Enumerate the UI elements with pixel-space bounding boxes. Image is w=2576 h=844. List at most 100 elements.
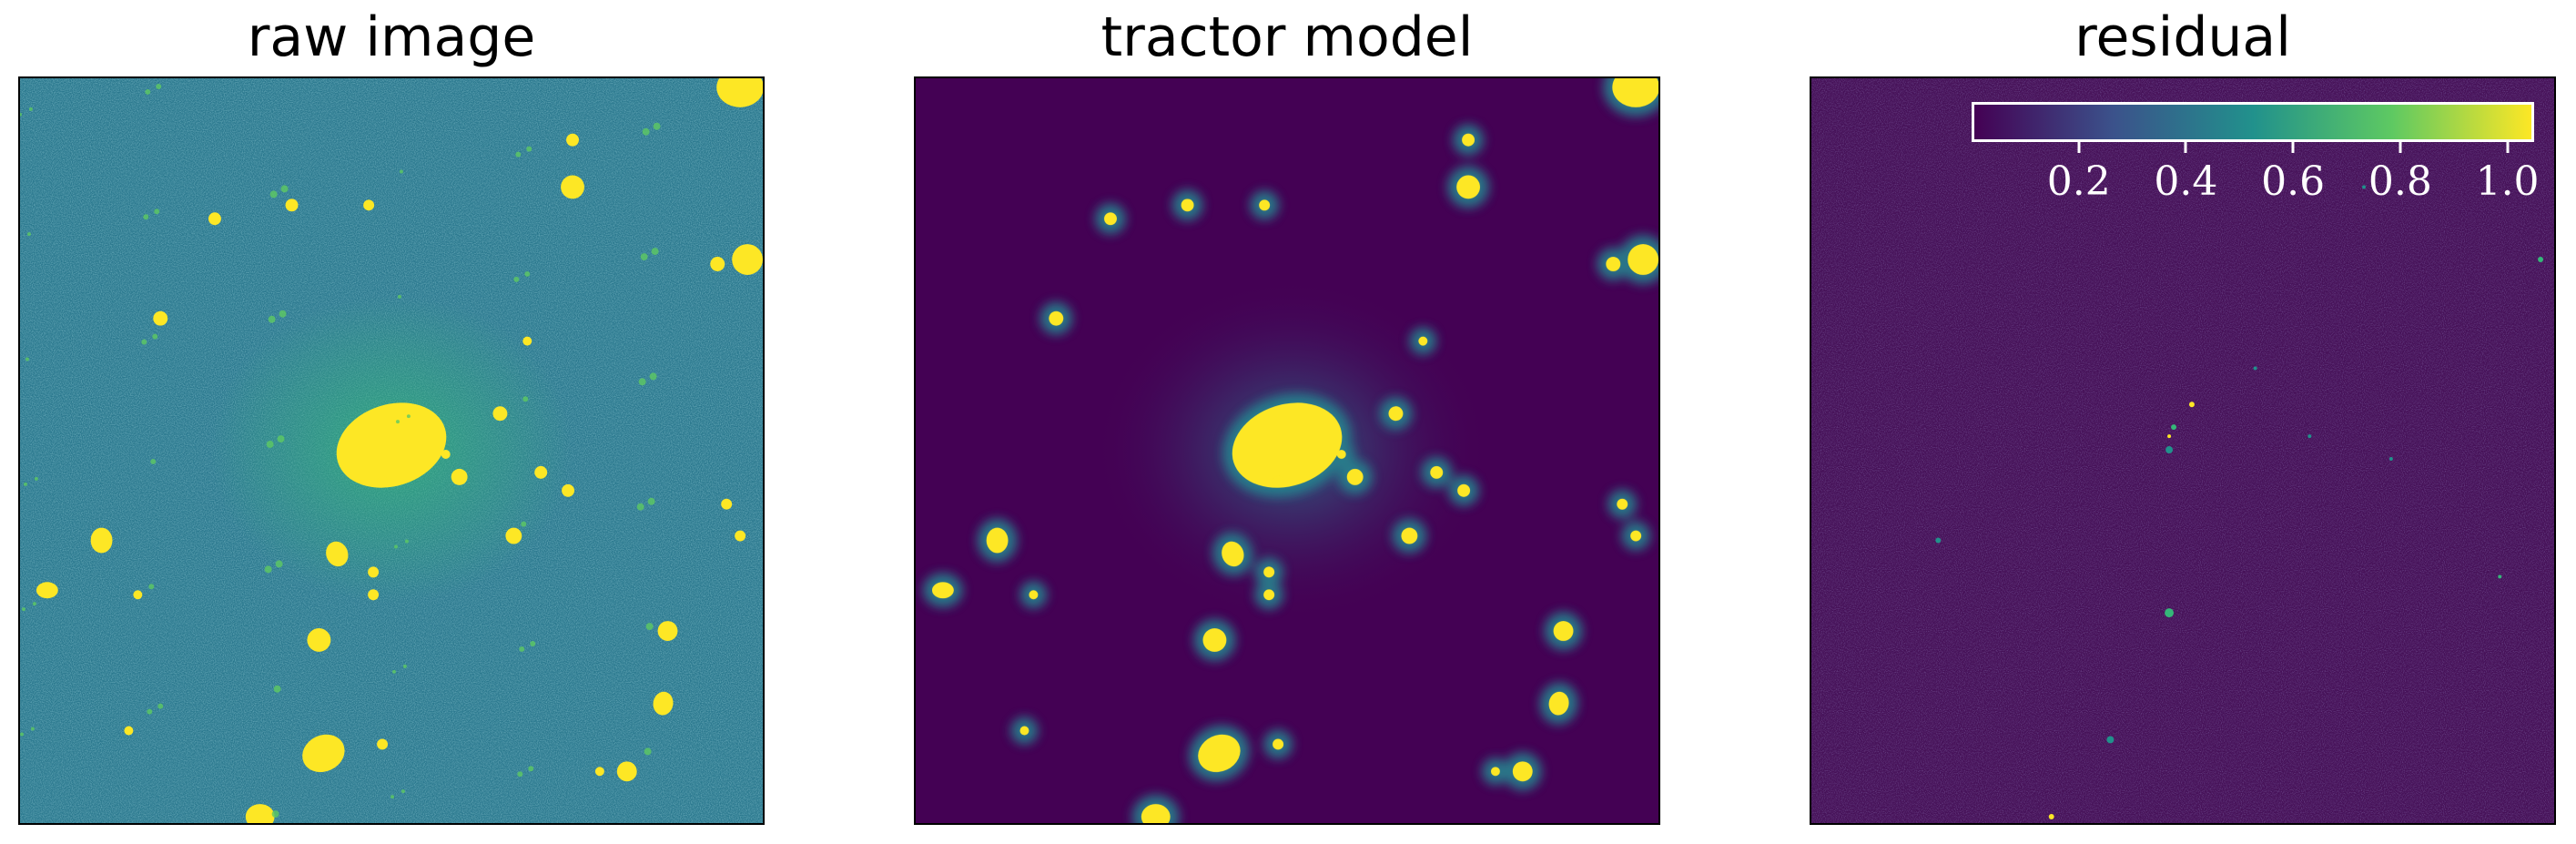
residual-speck: [2498, 575, 2502, 579]
model-source: [1612, 78, 1658, 107]
model-source: [1430, 465, 1444, 479]
raw-faint-source: [147, 708, 153, 715]
residual-speck: [2106, 736, 2115, 744]
model-source: [1418, 336, 1428, 346]
raw-source: [368, 566, 380, 578]
raw-source: [336, 402, 447, 488]
raw-source: [326, 541, 349, 567]
raw-faint-source: [397, 294, 401, 299]
raw-faint-source: [30, 727, 35, 731]
raw-faint-source: [521, 521, 527, 527]
residual-speck: [1935, 537, 1942, 544]
raw-faint-source: [522, 396, 529, 402]
model-source: [1198, 734, 1241, 773]
raw-source: [124, 726, 134, 736]
residual-speck: [2048, 814, 2054, 820]
raw-faint-source: [20, 732, 24, 737]
raw-source: [285, 198, 299, 212]
raw-faint-source: [651, 248, 659, 256]
raw-faint-source: [515, 151, 522, 158]
raw-faint-source: [399, 169, 403, 174]
raw-faint-source: [406, 414, 411, 419]
raw-source: [522, 336, 532, 346]
model-source: [1630, 530, 1642, 542]
raw-faint-source: [23, 482, 27, 486]
raw-faint-source: [277, 435, 285, 443]
raw-faint-source: [264, 565, 272, 574]
raw-faint-source: [395, 420, 400, 424]
residual-panel: [1810, 76, 2556, 825]
raw-faint-source: [148, 584, 155, 590]
residual-speck: [2362, 185, 2367, 189]
model-source: [1512, 761, 1533, 782]
raw-source: [363, 199, 375, 211]
raw-source: [561, 175, 584, 199]
raw-faint-source: [524, 270, 531, 277]
raw-faint-source: [157, 703, 164, 709]
model-source: [1222, 541, 1244, 567]
raw-source: [302, 734, 345, 773]
residual-speck: [2388, 456, 2393, 461]
model-source: [1617, 498, 1628, 510]
colorbar-tick-mark: [2077, 142, 2081, 153]
model-source: [1456, 175, 1480, 199]
model-source: [931, 582, 954, 599]
model-source: [1388, 406, 1404, 422]
raw-faint-source: [528, 766, 534, 772]
raw-image-panel: [18, 76, 765, 825]
raw-source: [566, 133, 579, 147]
raw-faint-source: [154, 208, 160, 215]
model-source: [1273, 475, 1284, 487]
model-source: [1490, 767, 1500, 777]
raw-faint-source: [644, 747, 652, 756]
raw-source: [90, 527, 113, 554]
residual-speck: [2538, 257, 2544, 263]
raw-faint-source: [519, 646, 525, 652]
raw-faint-source: [26, 232, 31, 237]
raw-source: [368, 589, 380, 601]
model-source: [1462, 133, 1475, 147]
model-source: [1457, 483, 1471, 497]
raw-source: [716, 78, 763, 107]
colorbar-tick-mark: [2399, 142, 2402, 153]
raw-source: [505, 527, 522, 544]
raw-faint-source: [636, 503, 644, 511]
raw-source: [653, 691, 674, 716]
raw-faint-source: [152, 333, 158, 340]
residual-speck: [2307, 434, 2312, 439]
raw-faint-source: [21, 607, 25, 612]
residual-speck: [2171, 424, 2177, 431]
raw-image-canvas: [20, 78, 763, 823]
raw-source: [441, 450, 451, 459]
raw-image-title: raw image: [247, 5, 536, 69]
raw-faint-source: [25, 357, 29, 361]
raw-faint-source: [156, 83, 162, 89]
colorbar-gradient: [1972, 102, 2534, 142]
raw-faint-source: [268, 315, 276, 323]
model-source: [1019, 726, 1029, 736]
residual-speck: [2188, 402, 2195, 408]
colorbar-tick-mark: [2184, 142, 2187, 153]
raw-faint-source: [141, 339, 147, 345]
raw-faint-source: [638, 378, 646, 386]
raw-faint-source: [640, 253, 648, 261]
raw-source: [377, 738, 389, 750]
raw-source: [710, 257, 725, 271]
raw-source: [616, 761, 637, 782]
model-source: [1548, 691, 1569, 716]
raw-faint-source: [517, 771, 523, 778]
model-source: [1232, 402, 1343, 488]
raw-faint-source: [526, 146, 532, 152]
raw-faint-source: [390, 795, 394, 799]
raw-source: [451, 468, 468, 485]
residual-speck: [2165, 608, 2175, 618]
residual-canvas: [1811, 78, 2554, 823]
raw-source: [594, 767, 604, 777]
model-source: [1141, 804, 1171, 823]
raw-source: [133, 590, 143, 600]
model-source: [1336, 450, 1346, 459]
raw-source: [35, 582, 58, 599]
raw-faint-source: [530, 640, 536, 646]
model-source: [1181, 198, 1194, 212]
raw-faint-source: [143, 214, 149, 220]
